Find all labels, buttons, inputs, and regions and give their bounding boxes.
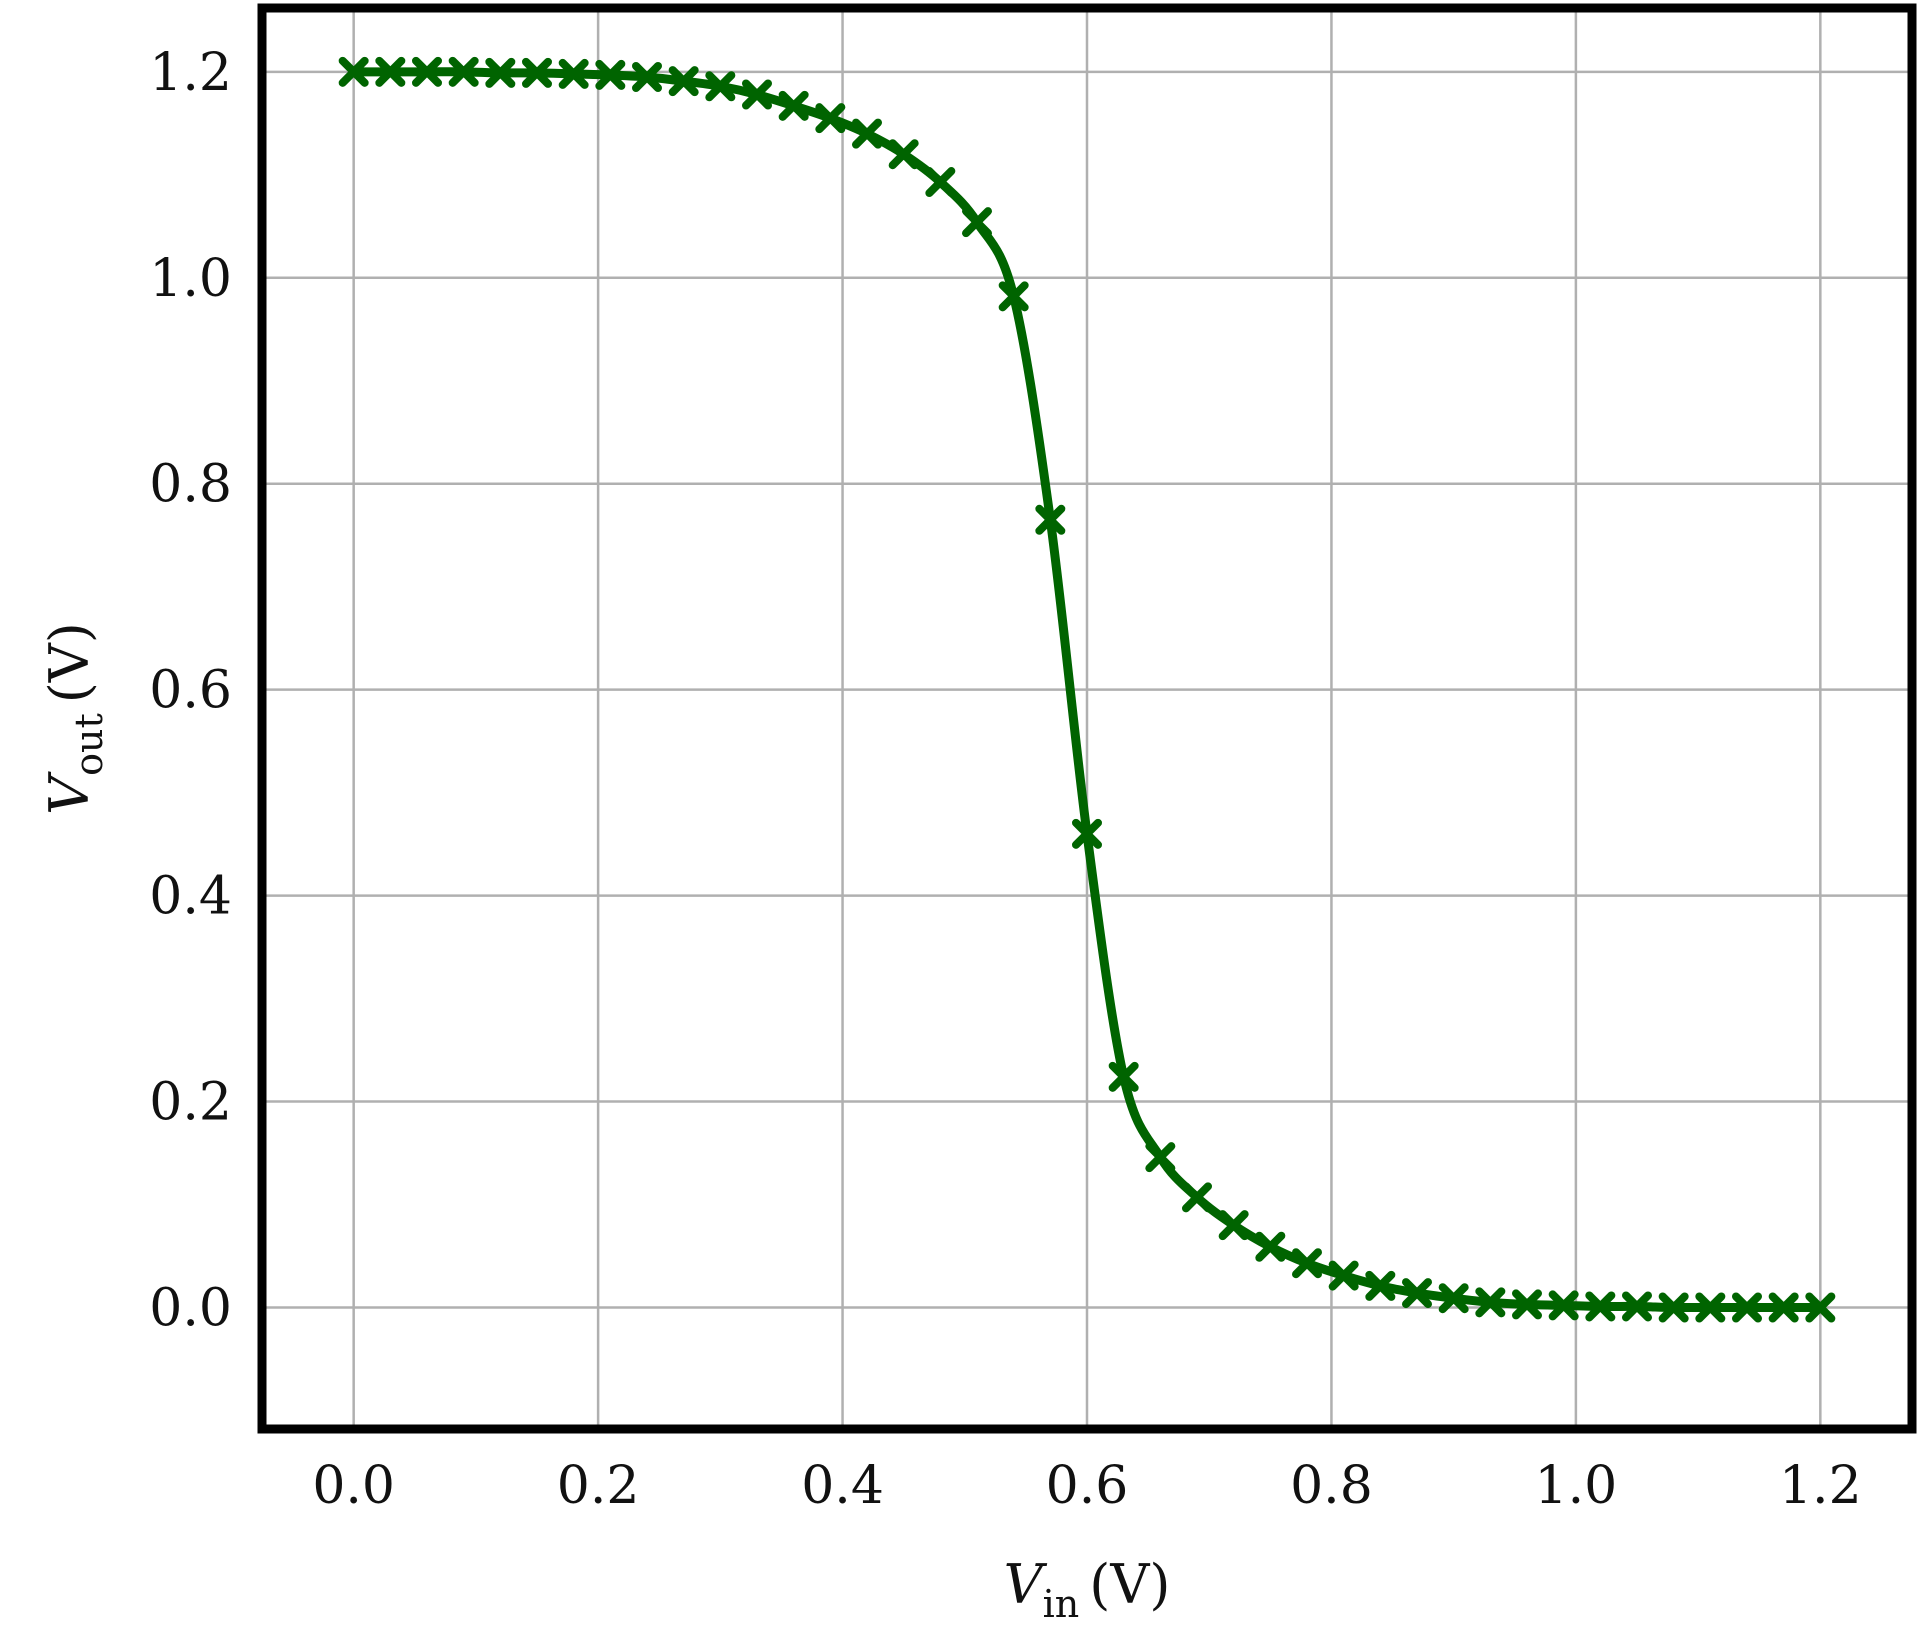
data-point-marker: [962, 207, 992, 238]
x-axis-label-sub: in: [1043, 1582, 1080, 1626]
y-axis-label-sub: out: [67, 713, 111, 776]
y-axis-label-unit: (V): [38, 622, 101, 703]
data-point-marker: [1255, 1231, 1286, 1262]
data-point-marker: [1402, 1278, 1432, 1309]
data-point-marker: [705, 71, 736, 102]
data-point-marker: [815, 103, 846, 134]
data-point-marker: [485, 57, 516, 88]
y-tick-label: 1.0: [149, 249, 232, 309]
data-point-marker: [1108, 1061, 1139, 1092]
y-axis-label-main: V: [38, 771, 101, 815]
data-point-marker: [1218, 1210, 1249, 1241]
data-point-marker: [1658, 1292, 1689, 1323]
y-tick-label: 0.4: [149, 867, 232, 927]
data-point-marker: [595, 59, 626, 90]
y-axis-label: Vout (V): [38, 622, 111, 815]
y-tick-labels: 0.0 0.2 0.4 0.6 0.8 1.0 1.2: [149, 43, 232, 1339]
data-point-marker: [1035, 504, 1066, 535]
data-point-marker: [668, 66, 699, 97]
x-tick-label: 0.6: [1046, 1456, 1129, 1516]
x-tick-label: 1.0: [1535, 1456, 1618, 1516]
data-point-marker: [632, 61, 662, 92]
data-point-marker: [1585, 1291, 1616, 1322]
x-tick-labels: 0.0 0.2 0.4 0.6 0.8 1.0 1.2: [312, 1456, 1861, 1516]
x-axis-label-main: V: [1004, 1553, 1048, 1616]
data-point-marker: [1768, 1292, 1799, 1323]
x-tick-label: 0.2: [557, 1456, 640, 1516]
data-point-marker: [448, 56, 479, 87]
y-tick-label: 1.2: [149, 43, 232, 103]
data-point-marker: [1512, 1289, 1542, 1320]
data-point-marker: [338, 56, 369, 87]
data-point-marker: [925, 167, 956, 198]
data-point-marker: [1622, 1291, 1652, 1322]
data-point-marker: [852, 118, 882, 149]
data-point-marker: [888, 139, 919, 170]
data-point-marker: [375, 56, 406, 87]
data-point-marker: [522, 57, 552, 88]
data-point-marker: [1695, 1292, 1726, 1323]
data-point-marker: [1145, 1142, 1176, 1173]
data-point-marker: [998, 281, 1029, 312]
grid: [262, 8, 1912, 1429]
data-point-marker: [1365, 1270, 1396, 1301]
x-tick-label: 1.2: [1779, 1456, 1862, 1516]
data-point-marker: [1328, 1260, 1359, 1291]
x-tick-label: 0.8: [1290, 1456, 1373, 1516]
y-tick-label: 0.2: [149, 1073, 232, 1133]
data-point-marker: [1732, 1292, 1762, 1323]
series-group: [338, 56, 1836, 1323]
data-point-marker: [1475, 1287, 1506, 1318]
x-axis-label-unit: (V): [1089, 1553, 1170, 1616]
x-tick-label: 0.4: [801, 1456, 884, 1516]
data-point-marker: [1292, 1248, 1322, 1279]
data-point-marker: [1805, 1292, 1836, 1323]
data-point-marker: [412, 56, 442, 87]
data-point-marker: [1182, 1182, 1212, 1213]
plot-frame: [257, 3, 1917, 1434]
y-tick-label: 0.6: [149, 661, 232, 721]
y-tick-label: 0.0: [149, 1278, 232, 1338]
y-tick-label: 0.8: [149, 455, 232, 515]
data-point-marker: [1072, 818, 1102, 849]
x-axis-label: Vin (V): [1004, 1553, 1171, 1626]
data-point-marker: [558, 58, 589, 89]
data-point-marker: [742, 79, 772, 110]
data-point-marker: [778, 90, 809, 121]
data-point-marker: [1438, 1283, 1469, 1314]
data-point-marker: [1548, 1290, 1579, 1321]
x-tick-label: 0.0: [312, 1456, 395, 1516]
